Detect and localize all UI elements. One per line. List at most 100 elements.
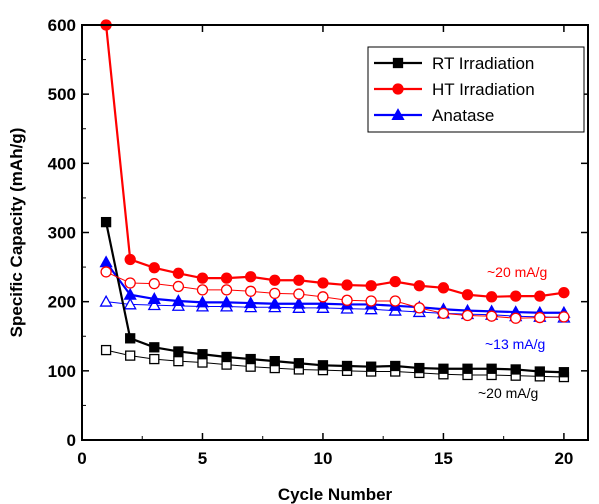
data-point-open (534, 311, 546, 324)
series-line-anatase (105, 261, 564, 314)
data-point (147, 292, 161, 304)
data-point (125, 333, 136, 344)
y-tick-label: 400 (48, 154, 76, 173)
x-tick-label: 20 (554, 449, 573, 468)
data-point (341, 360, 353, 372)
x-tick-label: 5 (198, 449, 207, 468)
data-point (486, 363, 497, 374)
data-point (197, 349, 208, 360)
y-tick-label: 600 (48, 16, 76, 35)
data-point (123, 287, 137, 300)
x-tick-label: 0 (77, 449, 86, 468)
data-point-open (148, 278, 160, 290)
data-point-open (269, 287, 281, 300)
data-point (149, 342, 160, 353)
series-ht-irradiation (100, 19, 570, 324)
data-point-open (99, 294, 113, 307)
data-point-open (173, 355, 184, 367)
data-point-open (485, 310, 498, 322)
data-point (293, 358, 305, 369)
data-point (534, 290, 546, 302)
legend-label-ht-irradiation: HT Irradiation (432, 80, 535, 99)
legend-label-rt-irradiation: RT Irradiation (432, 54, 534, 73)
data-point (390, 360, 401, 372)
data-point (196, 272, 209, 284)
data-point (172, 267, 185, 279)
data-point (293, 274, 305, 286)
x-axis-label: Cycle Number (278, 485, 393, 504)
annotation-ht-rate: ~20 mA/g (487, 264, 547, 280)
data-point (485, 291, 498, 303)
data-point (437, 282, 450, 294)
y-tick-label: 500 (48, 85, 76, 104)
y-tick-label: 100 (48, 362, 76, 381)
data-point (510, 290, 522, 302)
data-point-open (317, 291, 329, 303)
data-point (292, 296, 306, 309)
data-point-open (365, 295, 377, 307)
data-point (220, 272, 233, 284)
data-point (99, 255, 113, 268)
y-tick-label: 200 (48, 293, 76, 312)
legend-marker (392, 83, 404, 95)
data-point-open (124, 277, 136, 289)
data-point (221, 351, 232, 363)
data-point-open (220, 284, 233, 296)
data-point (317, 277, 329, 289)
data-point (244, 296, 258, 309)
legend-marker (392, 57, 404, 69)
data-point (558, 287, 570, 299)
legend: RT Irradiation HT Irradiation Anatase (367, 46, 585, 133)
data-point (245, 353, 256, 365)
data-point (245, 271, 257, 283)
data-point (365, 361, 377, 372)
annotation-rt-rate: ~20 mA/g (478, 385, 538, 401)
legend-marker (391, 108, 405, 121)
data-point-open (147, 298, 161, 311)
legend-label-anatase: Anatase (432, 106, 494, 125)
x-tick-label: 15 (434, 449, 453, 468)
data-point (195, 295, 210, 308)
data-point (341, 279, 353, 291)
data-point (510, 364, 521, 375)
data-point (365, 280, 377, 292)
data-point-open (149, 353, 160, 365)
data-point (219, 295, 234, 308)
data-point (269, 274, 281, 286)
legend-item-rt-irradiation: RT Irradiation (374, 54, 534, 73)
data-point (389, 275, 401, 288)
y-tick-label: 0 (67, 431, 76, 450)
data-point-open (413, 302, 425, 314)
data-point (438, 363, 449, 374)
data-point (268, 296, 282, 309)
data-point-open (437, 307, 450, 320)
data-point-open (293, 288, 305, 300)
annotation-anatase-rate: ~13 mA/g (485, 336, 545, 352)
y-tick-label: 300 (48, 224, 76, 243)
data-point (534, 366, 545, 377)
data-point (317, 360, 329, 371)
data-point-open (100, 344, 112, 356)
data-point-open (123, 297, 137, 310)
data-point (558, 367, 570, 378)
data-point (173, 346, 184, 357)
data-point-open (461, 309, 474, 322)
data-point-open (172, 280, 185, 293)
y-axis-label: Specific Capacity (mAh/g) (7, 128, 26, 338)
data-point (100, 216, 112, 228)
data-point-open (389, 295, 401, 307)
data-point (462, 363, 473, 374)
x-tick-label: 10 (313, 449, 332, 468)
data-point (171, 294, 185, 307)
data-point (269, 355, 280, 367)
data-point-open (510, 312, 522, 324)
data-point (461, 289, 474, 301)
data-point (148, 262, 160, 274)
data-point (316, 296, 330, 309)
data-point-open (100, 266, 112, 278)
legend-item-anatase: Anatase (374, 106, 494, 125)
data-point-open (245, 285, 257, 297)
data-point-open (196, 284, 209, 296)
